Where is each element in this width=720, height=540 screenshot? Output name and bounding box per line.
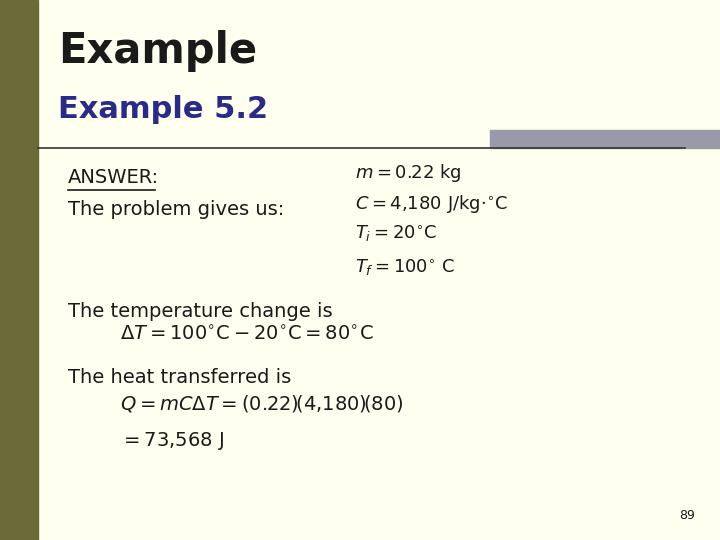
Bar — [0, 0, 38, 540]
Text: $T_i = 20^{\circ}\mathrm{C}$: $T_i = 20^{\circ}\mathrm{C}$ — [355, 224, 437, 244]
Text: Example: Example — [58, 30, 257, 72]
Text: $m = 0.22\ \mathrm{kg}$: $m = 0.22\ \mathrm{kg}$ — [355, 162, 462, 184]
Text: The problem gives us:: The problem gives us: — [68, 200, 284, 219]
Text: ANSWER:: ANSWER: — [68, 168, 159, 187]
Text: The temperature change is: The temperature change is — [68, 302, 333, 321]
Text: $C = 4{,}180\ \mathrm{J/kg{\cdot}{}^{\circ}C}$: $C = 4{,}180\ \mathrm{J/kg{\cdot}{}^{\ci… — [355, 193, 508, 215]
Bar — [490, 130, 720, 148]
Text: $= 73{,}568\ \mathrm{J}$: $= 73{,}568\ \mathrm{J}$ — [120, 430, 225, 452]
Text: $T_f = 100^{\circ}\ \mathrm{C}$: $T_f = 100^{\circ}\ \mathrm{C}$ — [355, 258, 455, 278]
Text: $Q = mC\Delta T = \left(0.22\right)\!\left(4{,}180\right)\!\left(80\right)$: $Q = mC\Delta T = \left(0.22\right)\!\le… — [120, 393, 404, 414]
Text: Example 5.2: Example 5.2 — [58, 95, 268, 124]
Text: 89: 89 — [679, 509, 695, 522]
Text: The heat transferred is: The heat transferred is — [68, 368, 292, 387]
Text: $\Delta T = 100^{\circ}\mathrm{C} - 20^{\circ}\mathrm{C} = 80^{\circ}\mathrm{C}$: $\Delta T = 100^{\circ}\mathrm{C} - 20^{… — [120, 325, 374, 344]
